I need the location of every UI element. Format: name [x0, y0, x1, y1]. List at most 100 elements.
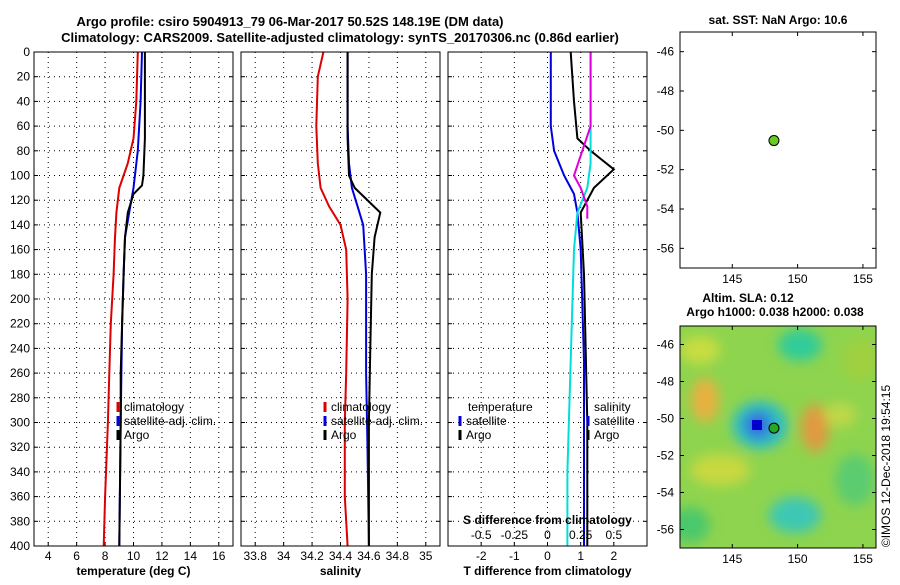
depth-tick-label: 160 [10, 243, 30, 257]
salinity-xtick-label: 34.4 [329, 549, 353, 563]
sla-map-xtick-label: 145 [722, 552, 742, 566]
temperature-series-argo [118, 52, 146, 546]
depth-tick-label: 320 [10, 440, 30, 454]
salinity-series-argo [346, 52, 382, 546]
legend-label: climatology [331, 400, 391, 414]
depth-tick-label: 360 [10, 490, 30, 504]
sst-map-ytick-label: -50 [657, 123, 675, 137]
sst-map-xtick-label: 155 [853, 272, 873, 286]
legend-header: salinity [594, 400, 631, 414]
depth-tick-label: 20 [17, 70, 31, 84]
legend-header: temperature [468, 400, 533, 414]
credit-text: ©IMOS 12-Dec-2018 19:54:15 [879, 385, 893, 548]
difference-xtick-label: -2 [476, 549, 487, 563]
sst-map-ytick-label: -52 [657, 163, 675, 177]
difference-xtick-label: 1 [577, 549, 584, 563]
sst-map-ytick-label: -56 [657, 241, 675, 255]
legend-label: Argo [124, 428, 150, 442]
salinity-xtick-label: 33.8 [244, 549, 268, 563]
depth-tick-label: 140 [10, 218, 30, 232]
difference-xtick2-label: 0.25 [569, 528, 593, 542]
depth-tick-label: 280 [10, 391, 30, 405]
sst-map-xtick-label: 150 [788, 272, 808, 286]
sst-map-frame [679, 31, 877, 269]
sla-map-ytick-label: -46 [657, 338, 675, 352]
legend-label: satellite-adj. clim. [331, 414, 423, 428]
depth-tick-label: 120 [10, 193, 30, 207]
temperature-xtick-label: 12 [155, 549, 169, 563]
difference-xlabel2: S difference from climatology [463, 513, 632, 527]
legend-label: satellite-adj. clim. [124, 414, 216, 428]
sst-map-ytick-label: -48 [657, 84, 675, 98]
difference-xtick2-label: 0 [544, 528, 551, 542]
depth-tick-label: 340 [10, 465, 30, 479]
sst-map-ytick-label: -54 [657, 202, 675, 216]
salinity-xtick-label: 34.2 [300, 549, 324, 563]
depth-tick-label: 40 [17, 94, 31, 108]
title-line-2: Climatology: CARS2009. Satellite-adjuste… [61, 30, 619, 45]
depth-tick-label: 400 [10, 539, 30, 553]
temperature-xtick-label: 10 [127, 549, 141, 563]
salinity-xtick-label: 34 [277, 549, 291, 563]
title-line-1: Argo profile: csiro 5904913_79 06-Mar-20… [76, 14, 503, 29]
temperature-xtick-label: 16 [212, 549, 226, 563]
legend-label: satellite [466, 414, 507, 428]
salinity-xlabel: salinity [320, 564, 362, 578]
difference-frame [447, 51, 648, 547]
salinity-xtick-label: 35 [419, 549, 433, 563]
depth-tick-label: 260 [10, 366, 30, 380]
temperature-series-climatology [102, 52, 139, 546]
salinity-frame [240, 51, 441, 547]
sst-map-ytick-label: -46 [657, 45, 675, 59]
depth-tick-label: 380 [10, 514, 30, 528]
temperature-xtick-label: 8 [102, 549, 109, 563]
difference-xtick2-label: -0.5 [471, 528, 492, 542]
difference-xtick2-label: -0.25 [501, 528, 529, 542]
sla-map-title: Altim. SLA: 0.12 [702, 291, 794, 305]
temperature-xlabel: temperature (deg C) [76, 564, 190, 578]
legend-label: Argo [594, 428, 620, 442]
sst-map-title: sat. SST: NaN Argo: 10.6 [709, 13, 848, 27]
difference-xtick2-label: 0.5 [605, 528, 622, 542]
difference-xtick-label: 0 [544, 549, 551, 563]
sla-map-xtick-label: 150 [788, 552, 808, 566]
difference-xtick-label: -1 [509, 549, 520, 563]
difference-series-t-argo [569, 52, 616, 546]
temperature-frame [33, 51, 234, 547]
salinity-series-satellite-adj-clim- [346, 52, 370, 546]
sla-map-frame [679, 325, 877, 549]
sla-map-ytick-label: -48 [657, 375, 675, 389]
depth-tick-label: 80 [17, 144, 31, 158]
sst-map-argo-point [768, 135, 780, 147]
depth-tick-label: 100 [10, 169, 30, 183]
legend-label: satellite [594, 414, 635, 428]
salinity-series-climatology [315, 52, 349, 546]
depth-tick-label: 220 [10, 317, 30, 331]
sla-map-ytick-label: -50 [657, 412, 675, 426]
sla-map-ytick-label: -56 [657, 523, 675, 537]
sst-map-xtick-label: 145 [722, 272, 742, 286]
difference-xtick-label: 2 [610, 549, 617, 563]
depth-tick-label: 300 [10, 416, 30, 430]
depth-tick-label: 200 [10, 292, 30, 306]
difference-series-t-satellite [549, 52, 585, 546]
sla-map-ytick-label: -52 [657, 449, 675, 463]
salinity-xtick-label: 34.6 [357, 549, 381, 563]
sla-map-subtitle: Argo h1000: 0.038 h2000: 0.038 [686, 305, 864, 319]
temperature-xtick-label: 4 [45, 549, 52, 563]
legend-label: climatology [124, 400, 184, 414]
depth-tick-label: 60 [17, 119, 31, 133]
difference-xlabel: T difference from climatology [463, 564, 631, 578]
sla-heatmap [680, 326, 876, 548]
depth-tick-label: 240 [10, 341, 30, 355]
difference-series-s-argo [572, 52, 592, 219]
sla-map-ytick-label: -54 [657, 486, 675, 500]
temperature-xtick-label: 14 [184, 549, 198, 563]
salinity-xtick-label: 34.8 [386, 549, 410, 563]
temperature-xtick-label: 6 [73, 549, 80, 563]
sla-map-argo-point [768, 422, 780, 434]
depth-tick-label: 180 [10, 267, 30, 281]
sla-map-xtick-label: 155 [853, 552, 873, 566]
legend-label: Argo [331, 428, 357, 442]
